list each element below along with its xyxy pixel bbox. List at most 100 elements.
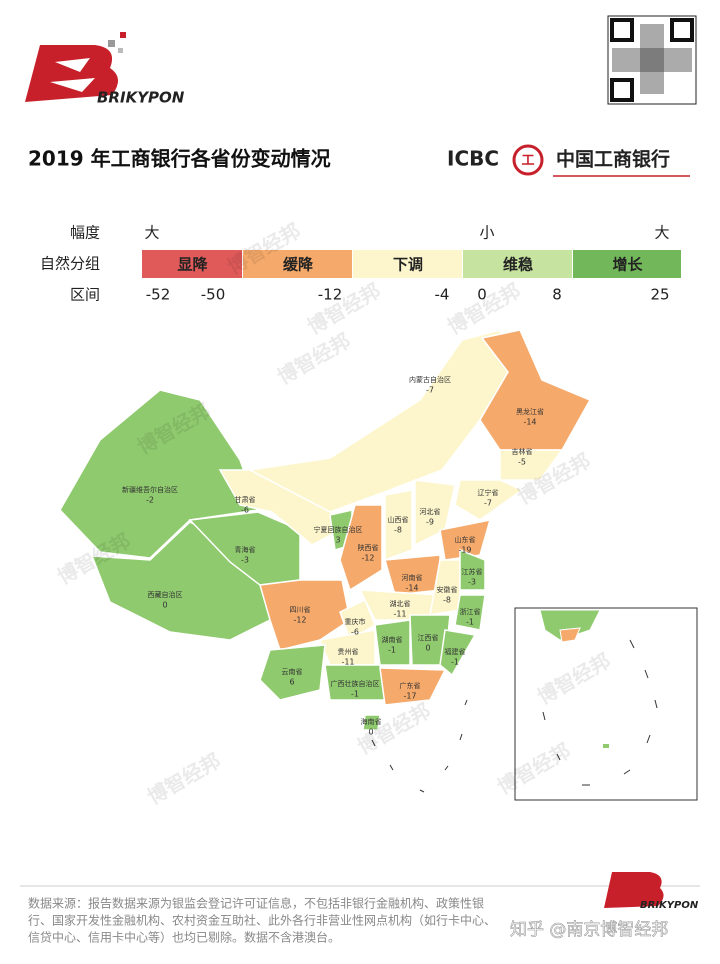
- province-name: 浙江省: [460, 607, 481, 616]
- legend-row-label: 幅度: [70, 224, 100, 242]
- province-value: -3: [468, 578, 476, 587]
- province-value: -2: [146, 496, 154, 505]
- province-name: 山东省: [455, 535, 476, 544]
- break-label: -50: [201, 286, 226, 304]
- inset-land: [559, 627, 581, 643]
- province-name: 山西省: [388, 515, 409, 524]
- province-value: -12: [293, 616, 306, 625]
- footer-note: 信贷中心、信用卡中心等）也均已剔除。数据不含港澳台。: [28, 930, 340, 945]
- icbc-emblem-mark: 工: [521, 154, 534, 169]
- province-name: 甘肃省: [235, 495, 256, 504]
- province-value: -6: [351, 628, 359, 637]
- legend-group-label: 显降: [177, 256, 208, 274]
- province-name: 安徽省: [437, 585, 458, 594]
- province-value: 0: [425, 644, 430, 653]
- magnitude-label: 小: [479, 224, 494, 242]
- province-value: -1: [451, 658, 459, 667]
- province-name: 吉林省: [512, 447, 533, 456]
- watermark: 博智经邦: [143, 748, 224, 809]
- brand: BRIKYPON: [97, 89, 185, 107]
- break-label: -4: [435, 286, 450, 304]
- province-name: 辽宁省: [478, 488, 499, 497]
- province-name: 宁夏回族自治区: [314, 525, 363, 534]
- province-value: -5: [518, 458, 526, 467]
- province-name: 湖南省: [382, 635, 403, 644]
- logo: BRIKYPON: [25, 32, 185, 107]
- province-value: 0: [162, 601, 167, 610]
- qr-code: [607, 15, 697, 105]
- province-name: 广东省: [400, 681, 421, 690]
- break-label: -12: [318, 286, 343, 304]
- province-name: 广西壮族自治区: [331, 679, 380, 688]
- inset-frame: [514, 607, 698, 801]
- province-name: 云南省: [282, 667, 303, 676]
- province-value: -8: [443, 596, 451, 605]
- legend-group-label: 维稳: [503, 256, 533, 274]
- legend-swatch: [142, 250, 242, 278]
- bank-en: ICBC: [447, 147, 499, 171]
- watermark: 博智经邦: [533, 648, 614, 709]
- province-value: 6: [289, 678, 294, 687]
- province: [374, 619, 411, 666]
- legend-group-label: 下调: [393, 256, 423, 274]
- province-value: -7: [484, 499, 492, 508]
- break-label: 25: [650, 286, 669, 304]
- province-name: 海南省: [361, 717, 382, 726]
- province: [439, 629, 477, 677]
- province-name: 西藏自治区: [148, 590, 183, 599]
- province: [259, 579, 351, 651]
- province: [459, 548, 486, 591]
- province-value: -1: [388, 646, 396, 655]
- province-name: 陕西省: [358, 543, 379, 552]
- legend-group-label: 缓降: [283, 256, 314, 274]
- province: [259, 644, 326, 701]
- province-name: 湖北省: [390, 599, 411, 608]
- credit: 知乎 @南京博智经邦: [510, 920, 668, 940]
- province: [384, 489, 413, 562]
- province-name: 江苏省: [462, 567, 483, 576]
- province-name: 河南省: [402, 573, 423, 582]
- bank-cn: 中国工商银行: [556, 148, 670, 171]
- province: [339, 504, 383, 592]
- title: 2019 年工商银行各省份变动情况: [28, 147, 331, 171]
- legend-swatch: [353, 250, 462, 278]
- province-value: 0: [368, 728, 373, 737]
- province: [439, 519, 492, 561]
- province: [379, 667, 447, 706]
- break-label: 0: [477, 286, 487, 304]
- nine-dash-line: [371, 639, 658, 793]
- province-value: -11: [341, 658, 354, 667]
- province: [59, 389, 260, 559]
- icbc-emblem: [512, 144, 544, 176]
- province-value: -14: [523, 418, 536, 427]
- footer-logo: [604, 872, 664, 908]
- province-value: 3: [335, 536, 340, 545]
- province-name: 内蒙古自治区: [409, 375, 451, 384]
- province-value: -7: [426, 386, 434, 395]
- province-name: 新疆维吾尔自治区: [122, 485, 178, 494]
- legend-row-label: 区间: [70, 286, 100, 304]
- province: [454, 479, 524, 521]
- province-value: -9: [426, 518, 434, 527]
- province: [499, 449, 564, 481]
- legend-swatch: [463, 250, 572, 278]
- province-name: 青海省: [235, 545, 256, 554]
- legend-swatch: [243, 250, 352, 278]
- province-name: 河北省: [420, 507, 441, 516]
- province-value: -17: [403, 692, 416, 701]
- province-value: -8: [394, 526, 402, 535]
- inset-island: [603, 744, 609, 748]
- province-value: -1: [466, 618, 474, 627]
- province-value: -1: [351, 690, 359, 699]
- province-value: -19: [458, 546, 471, 555]
- footer-brand: BRIKYPON: [640, 900, 699, 911]
- magnitude-label: 大: [144, 224, 159, 242]
- break-label: -52: [146, 286, 171, 304]
- province-name: 重庆市: [345, 617, 366, 626]
- legend-group-label: 增长: [612, 256, 643, 274]
- watermark: 博智经邦: [493, 738, 574, 799]
- magnitude-label: 大: [654, 224, 669, 242]
- province-value: -6: [241, 506, 249, 515]
- province: [454, 594, 486, 631]
